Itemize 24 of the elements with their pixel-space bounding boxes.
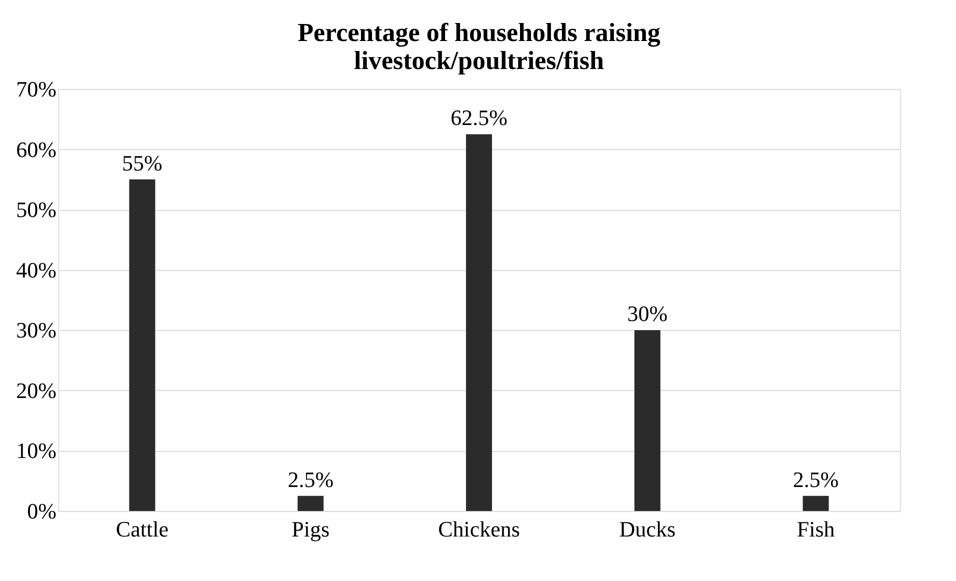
data-label: 2.5%	[288, 466, 334, 492]
bar	[298, 496, 324, 511]
y-tick-label: 30%	[16, 318, 56, 343]
bar	[634, 330, 660, 511]
bar	[802, 496, 829, 511]
bar	[466, 134, 492, 511]
y-tick-label: 20%	[16, 378, 56, 403]
data-label: 55%	[122, 150, 162, 176]
data-label: 62.5%	[450, 105, 508, 130]
data-label: 2.5%	[792, 466, 839, 492]
bar	[129, 179, 156, 511]
x-tick-label: Ducks	[619, 516, 676, 542]
x-tick-label: Pigs	[292, 516, 330, 542]
y-tick-label: 60%	[16, 136, 56, 162]
data-label: 30%	[627, 301, 668, 326]
x-tick-label: Chickens	[438, 516, 520, 542]
y-tick-label: 70%	[16, 76, 56, 102]
x-tick-label: Fish	[796, 516, 835, 542]
y-tick-label: 40%	[16, 257, 56, 282]
chart-title: Percentage of households raising livestock/poultries/fish	[298, 18, 660, 75]
x-tick-label: Cattle	[116, 516, 168, 542]
y-tick-label: 0%	[27, 498, 56, 524]
y-tick-label: 50%	[16, 197, 56, 222]
y-tick-label: 10%	[16, 438, 56, 464]
